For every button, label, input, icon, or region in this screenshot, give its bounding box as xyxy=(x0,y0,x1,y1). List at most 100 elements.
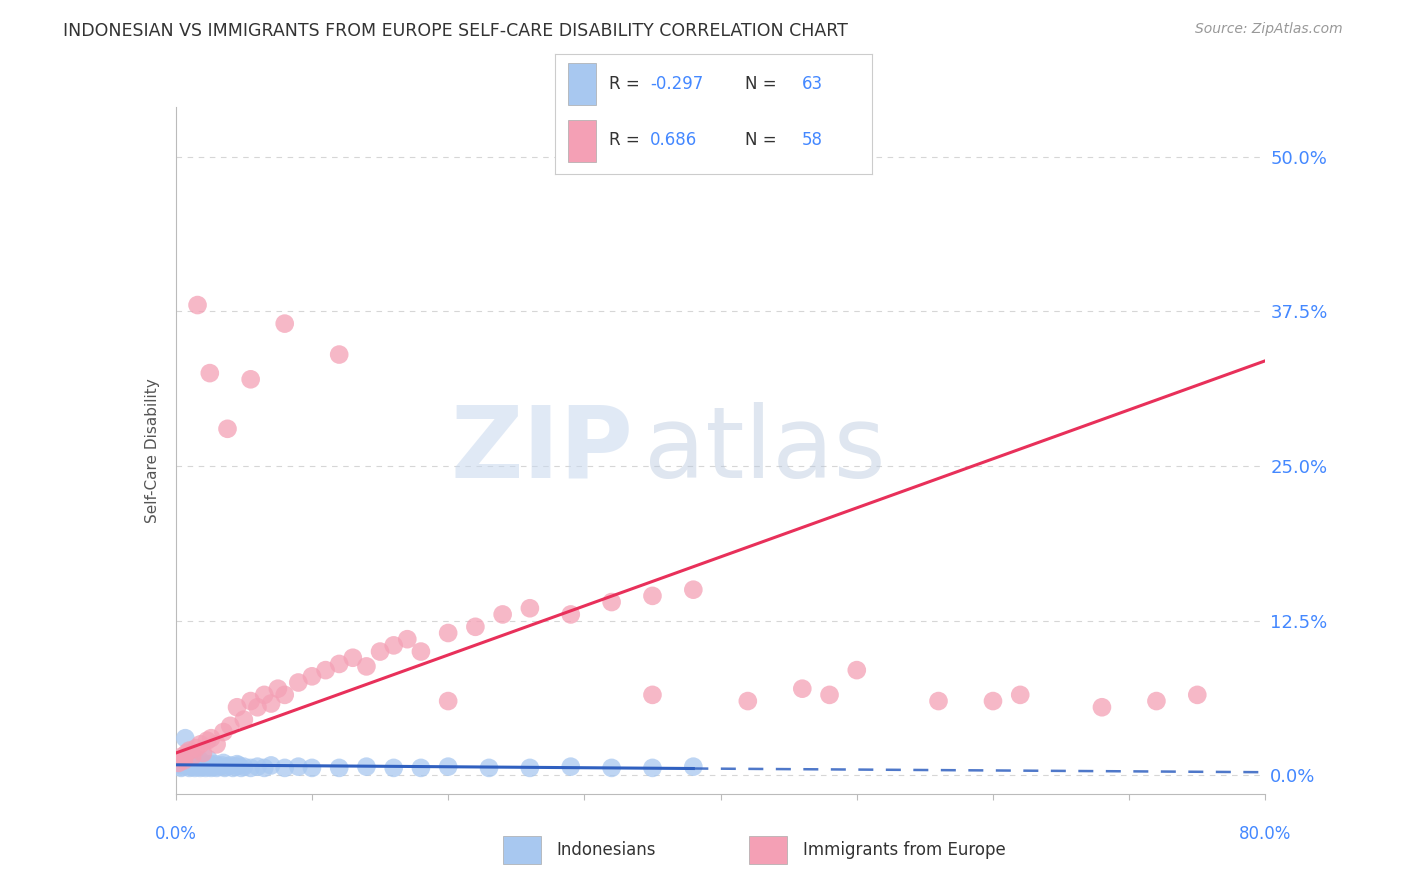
Point xyxy=(396,632,419,647)
FancyBboxPatch shape xyxy=(568,120,596,161)
Point xyxy=(1187,688,1209,702)
Point xyxy=(191,759,214,773)
Point xyxy=(328,347,350,361)
Point xyxy=(170,761,193,775)
Point xyxy=(188,761,211,775)
Point xyxy=(437,626,460,640)
Text: 0.0%: 0.0% xyxy=(155,825,197,843)
Point xyxy=(356,659,378,673)
Point xyxy=(173,759,195,773)
Point xyxy=(188,738,211,752)
Point xyxy=(193,757,215,772)
Point xyxy=(1010,688,1032,702)
Point xyxy=(600,595,623,609)
Point xyxy=(253,761,276,775)
Point xyxy=(184,761,207,775)
Point xyxy=(641,589,664,603)
Point xyxy=(222,761,245,775)
Y-axis label: Self-Care Disability: Self-Care Disability xyxy=(145,378,160,523)
Point xyxy=(682,582,704,597)
Point xyxy=(274,317,297,331)
Point xyxy=(437,759,460,773)
Point xyxy=(409,644,432,658)
Point xyxy=(179,761,201,775)
Point xyxy=(172,757,194,772)
Point xyxy=(818,688,841,702)
Point xyxy=(356,759,378,773)
Point xyxy=(928,694,950,708)
Point xyxy=(217,759,239,773)
Point xyxy=(187,757,209,772)
Point xyxy=(232,759,254,773)
Point xyxy=(176,758,198,772)
Text: 80.0%: 80.0% xyxy=(1239,825,1292,843)
Point xyxy=(197,752,219,766)
Point xyxy=(198,366,221,380)
Point xyxy=(174,731,197,746)
Point xyxy=(181,759,204,773)
Point xyxy=(231,761,253,775)
Point xyxy=(195,758,218,772)
Point xyxy=(177,756,200,770)
Point xyxy=(239,694,262,708)
Point xyxy=(180,757,202,772)
Point xyxy=(232,713,254,727)
Point xyxy=(217,422,239,436)
Text: R =: R = xyxy=(609,75,645,94)
Text: Immigrants from Europe: Immigrants from Europe xyxy=(803,840,1005,859)
Point xyxy=(219,758,242,772)
Point xyxy=(737,694,759,708)
Point xyxy=(641,761,664,775)
Point xyxy=(492,607,515,622)
Point xyxy=(183,758,205,772)
Text: Source: ZipAtlas.com: Source: ZipAtlas.com xyxy=(1195,22,1343,37)
Point xyxy=(176,746,198,760)
Text: -0.297: -0.297 xyxy=(650,75,703,94)
Point xyxy=(200,761,222,775)
Point xyxy=(641,688,664,702)
Point xyxy=(174,755,197,769)
Point xyxy=(186,298,209,312)
Point xyxy=(328,657,350,671)
Text: 63: 63 xyxy=(801,75,824,94)
Point xyxy=(226,700,249,714)
Point xyxy=(190,758,212,772)
Text: N =: N = xyxy=(745,131,782,149)
Point xyxy=(845,663,868,677)
Point xyxy=(214,761,236,775)
Text: 58: 58 xyxy=(801,131,823,149)
Point xyxy=(219,719,242,733)
Point xyxy=(342,650,364,665)
Point xyxy=(409,761,432,775)
Point xyxy=(253,688,276,702)
Point xyxy=(287,675,309,690)
Point xyxy=(464,620,486,634)
Point xyxy=(186,759,209,773)
Point xyxy=(228,758,250,772)
Point xyxy=(519,601,541,615)
Point xyxy=(560,607,582,622)
Point xyxy=(226,757,249,772)
Point xyxy=(188,754,211,768)
Point xyxy=(368,644,391,658)
FancyBboxPatch shape xyxy=(749,836,786,863)
Point xyxy=(170,749,193,764)
Point xyxy=(204,757,226,772)
Point xyxy=(212,725,235,739)
Point xyxy=(315,663,337,677)
Point xyxy=(205,761,228,775)
Point xyxy=(205,738,228,752)
Point xyxy=(287,759,309,773)
Point xyxy=(186,741,208,756)
FancyBboxPatch shape xyxy=(568,63,596,105)
Point xyxy=(246,700,269,714)
Point xyxy=(194,761,217,775)
Text: Indonesians: Indonesians xyxy=(557,840,657,859)
Point xyxy=(181,749,204,764)
Point xyxy=(202,759,225,773)
Point xyxy=(212,756,235,770)
Point xyxy=(792,681,814,696)
Point xyxy=(267,681,290,696)
Point xyxy=(208,759,231,773)
Point xyxy=(183,749,205,764)
